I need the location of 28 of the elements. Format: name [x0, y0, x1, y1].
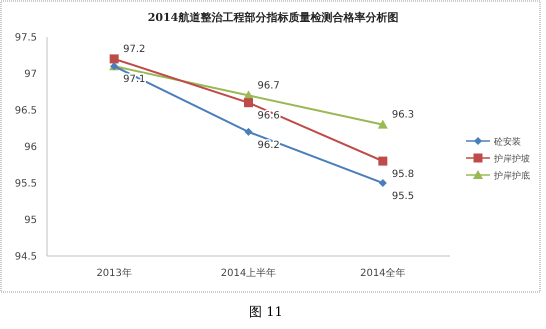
point	[244, 128, 252, 136]
data-label: 97.2	[123, 44, 146, 55]
legend-label: 砼安装	[493, 136, 521, 148]
data-label: 96.3	[392, 110, 414, 121]
data-label: 96.6	[258, 110, 280, 122]
y-tick-label: 94.5	[14, 252, 37, 262]
point	[378, 156, 388, 166]
point	[110, 54, 119, 64]
point	[244, 98, 253, 108]
y-tick-label: 97.5	[14, 32, 37, 44]
y-tick-label: 97	[24, 69, 37, 80]
y-tick-label: 96	[24, 142, 37, 153]
data-label: 95.8	[392, 169, 414, 180]
x-tick-label: 2013年	[96, 267, 132, 279]
y-tick-label: 95	[24, 215, 37, 226]
x-tick-label: 2014全年	[360, 267, 406, 279]
point	[378, 179, 387, 187]
y-tick-label: 96.5	[14, 106, 37, 116]
chart-title: 2014航道整治工程部分指标质量检测合格率分析图	[148, 11, 398, 24]
data-label: 96.7	[258, 80, 280, 92]
legend-label: 护岸护坡	[493, 154, 530, 164]
caption: 图 11	[249, 305, 283, 320]
point	[378, 120, 388, 129]
data-label: 95.5	[392, 191, 414, 202]
x-tick-label: 2014上半年	[220, 267, 276, 279]
y-tick-label: 95.5	[14, 178, 37, 190]
legend-label: 护岸护底	[493, 170, 530, 182]
data-label: 96.2	[258, 140, 280, 151]
